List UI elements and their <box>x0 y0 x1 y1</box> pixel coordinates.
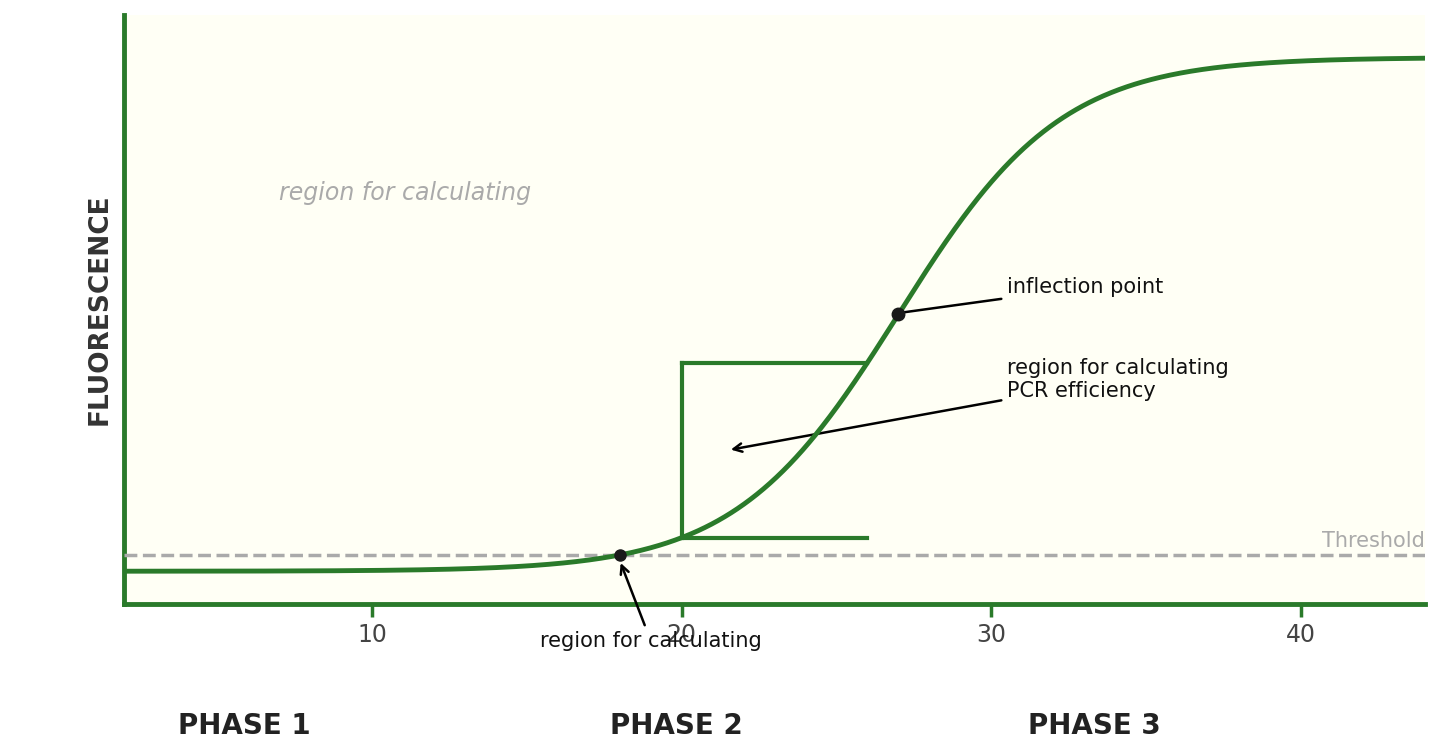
Text: PHASE 1: PHASE 1 <box>179 711 311 740</box>
Text: Threshold: Threshold <box>1322 531 1426 550</box>
Text: PHASE 3: PHASE 3 <box>1028 711 1161 740</box>
Text: PHASE 2: PHASE 2 <box>611 711 743 740</box>
Text: inflection point: inflection point <box>894 277 1164 317</box>
Text: region for calculating: region for calculating <box>540 565 762 651</box>
Y-axis label: FLUORESCENCE: FLUORESCENCE <box>86 194 112 425</box>
Text: region for calculating
PCR efficiency: region for calculating PCR efficiency <box>733 358 1228 452</box>
Text: region for calculating: region for calculating <box>279 181 531 205</box>
